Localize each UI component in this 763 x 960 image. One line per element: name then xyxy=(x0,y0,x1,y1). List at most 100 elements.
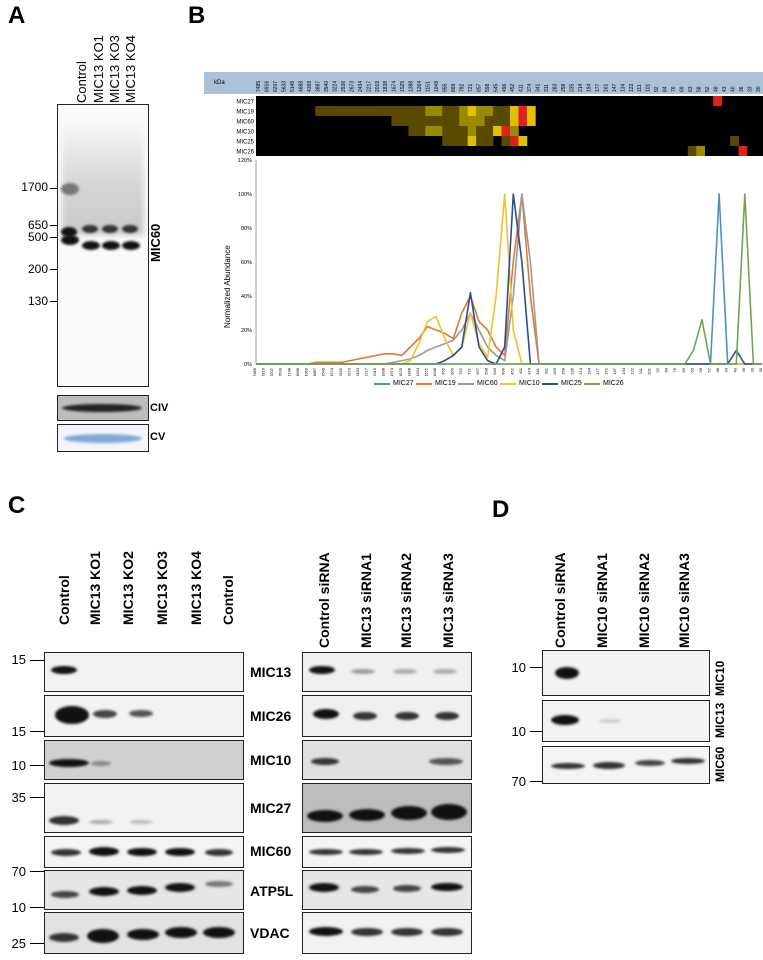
heatmap-header-value: 496 xyxy=(502,83,508,92)
heatmap-header-value: 194 xyxy=(586,83,592,92)
x-tick-label: 235 xyxy=(569,367,574,374)
x-tick-label: 30 xyxy=(758,367,763,372)
heatmap-cell xyxy=(467,116,477,126)
legend-label: MIC26 xyxy=(603,380,624,387)
band xyxy=(635,760,665,766)
heatmap-header-value: 598 xyxy=(485,83,491,92)
heatmap-cell xyxy=(730,136,739,146)
heatmap-header-value: 1674 xyxy=(392,81,398,92)
panel-d-letter: D xyxy=(492,496,510,523)
blot-mic13-left xyxy=(44,652,244,692)
heatmap-row-label: MIC25 xyxy=(236,140,254,146)
band xyxy=(102,225,118,233)
x-tick-label: 2434 xyxy=(355,367,360,376)
heatmap-row-label: MIC10 xyxy=(236,130,254,136)
legend-swatch xyxy=(374,382,390,385)
mw-marker: 10 xyxy=(11,900,26,915)
heatmap-header-value: 52 xyxy=(705,86,711,92)
x-tick-label: 1151 xyxy=(424,367,429,376)
heatmap-header-value: 58 xyxy=(697,86,703,92)
heatmap-header-value: 258 xyxy=(561,83,567,92)
lane-label: Control xyxy=(74,61,89,103)
heatmap-cell xyxy=(493,116,502,126)
heatmap-cell xyxy=(510,106,519,116)
heatmap-header-value: 122 xyxy=(629,83,635,92)
row-label-atp5l: ATP5L xyxy=(250,883,294,899)
band xyxy=(391,806,427,820)
heatmap-header-value: 341 xyxy=(536,83,542,92)
mw-tick xyxy=(30,907,44,908)
heatmap-cell xyxy=(416,126,426,136)
y-tick-label: 120% xyxy=(238,158,252,164)
band xyxy=(61,183,79,195)
x-tick-label: 452 xyxy=(509,367,514,374)
x-tick-label: 955 xyxy=(441,367,446,374)
heatmap-header-value: 1525 xyxy=(400,81,406,92)
legend-item: MIC25 xyxy=(542,380,582,387)
heatmap-cell xyxy=(357,106,367,116)
blot-mic60-right xyxy=(302,836,472,868)
heatmap-cell xyxy=(493,126,502,136)
x-tick-label: 69 xyxy=(681,367,686,372)
mw-marker: 200 xyxy=(27,262,48,276)
x-tick-label: 374 xyxy=(526,367,531,374)
heatmap-header-value: 30 xyxy=(756,86,762,92)
mw-tick xyxy=(50,188,58,189)
row-label-mic26: MIC26 xyxy=(250,708,292,724)
mw-tick xyxy=(50,225,58,226)
mw-marker: 650 xyxy=(27,218,48,232)
x-tick-label: 2673 xyxy=(346,367,351,376)
band xyxy=(129,710,153,717)
band xyxy=(431,928,463,936)
legend-item: MIC60 xyxy=(458,380,498,387)
heatmap-cell xyxy=(349,106,358,116)
blot-mic13-right xyxy=(302,652,472,692)
heatmap-cell xyxy=(476,136,485,146)
x-tick-label: 194 xyxy=(586,367,591,374)
heatmap-header-value: 411 xyxy=(519,84,525,92)
band xyxy=(102,241,120,250)
mw-marker: 10 xyxy=(11,758,26,773)
heatmap-row-label: MIC60 xyxy=(236,120,254,126)
band xyxy=(127,848,157,856)
mw-marker: 35 xyxy=(11,790,26,805)
heatmap-cell xyxy=(501,106,511,116)
mw-tick xyxy=(30,943,44,944)
band xyxy=(205,881,233,887)
y-tick-label: 0% xyxy=(244,362,252,368)
heatmap-header-value: 111 xyxy=(637,84,643,92)
panel-b-figure: kDa 7485 6916 6207 5633 5148 4688 4369 3887 3540 3… xyxy=(204,70,763,400)
mw-marker: 25 xyxy=(11,936,26,951)
band xyxy=(82,225,98,233)
x-tick-label: 111 xyxy=(638,367,643,374)
heatmap-header-value: 657 xyxy=(476,83,482,92)
heatmap-header-value: 76 xyxy=(671,86,677,92)
band xyxy=(435,712,459,720)
heatmap-header-value: 1388 xyxy=(409,81,415,92)
band xyxy=(391,928,423,936)
legend-item: MIC27 xyxy=(374,380,414,387)
x-tick-label: 1838 xyxy=(381,367,386,376)
x-tick-label: 76 xyxy=(672,367,677,372)
y-tick-label: 60% xyxy=(241,260,252,266)
x-tick-label: 598 xyxy=(484,367,489,374)
heatmap-cell xyxy=(425,126,435,136)
blot-vdac-right xyxy=(302,912,472,954)
heatmap-cell xyxy=(425,116,435,126)
heatmap-cell xyxy=(450,126,460,136)
heatmap-header-value: 792 xyxy=(459,83,465,92)
lane-label: MIC13 KO2 xyxy=(120,551,136,625)
legend-swatch xyxy=(416,382,432,385)
x-tick-label: 214 xyxy=(578,367,583,374)
heatmap-cell xyxy=(526,106,536,116)
panel-b-letter: B xyxy=(188,2,206,29)
legend-swatch xyxy=(584,382,600,385)
heatmap-cell xyxy=(476,106,485,116)
mw-tick xyxy=(530,731,542,732)
heatmap-cell xyxy=(433,126,443,136)
heatmap-cell xyxy=(391,106,401,116)
x-tick-label: 63 xyxy=(689,367,694,372)
x-tick-label: 122 xyxy=(629,367,634,374)
x-tick-label: 134 xyxy=(621,367,626,374)
heatmap-cell xyxy=(315,106,325,116)
